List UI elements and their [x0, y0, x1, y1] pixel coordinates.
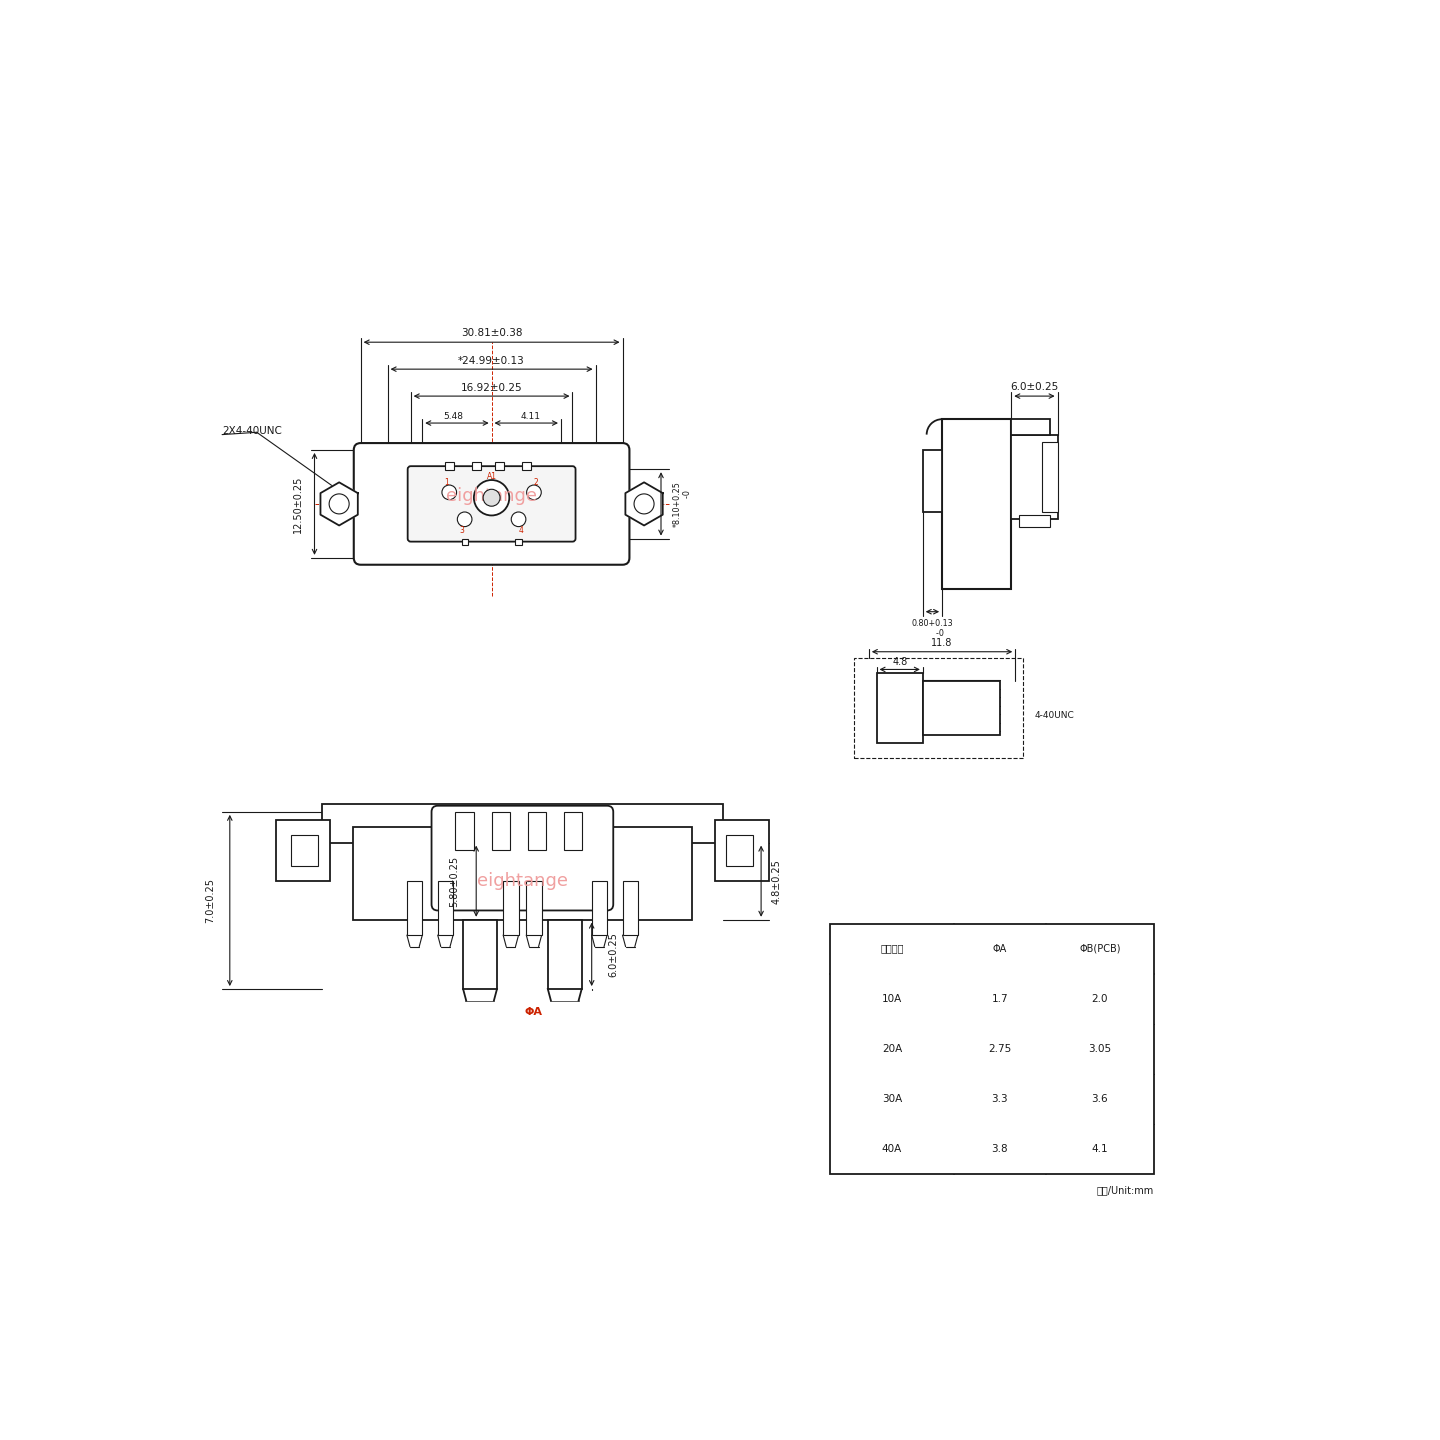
Bar	[491, 812, 510, 851]
Bar	[323, 804, 723, 842]
Text: 7.0±0.25: 7.0±0.25	[206, 878, 216, 923]
Bar	[564, 812, 582, 851]
Bar	[923, 449, 942, 511]
Polygon shape	[547, 989, 582, 1001]
Bar	[592, 881, 608, 935]
Circle shape	[634, 494, 654, 514]
Text: 5.80±0.25: 5.80±0.25	[449, 855, 459, 907]
Text: 3.3: 3.3	[992, 1094, 1008, 1103]
Bar	[622, 881, 638, 935]
Text: 1.7: 1.7	[992, 994, 1008, 1004]
Circle shape	[458, 513, 472, 527]
Bar	[353, 828, 691, 920]
Bar	[528, 812, 546, 851]
Bar	[495, 462, 504, 469]
Bar	[445, 462, 454, 469]
Text: 2: 2	[534, 478, 539, 487]
Bar	[521, 462, 531, 469]
Bar	[503, 881, 518, 935]
Text: ΦB(PCB): ΦB(PCB)	[1079, 943, 1120, 953]
Circle shape	[442, 485, 456, 500]
Bar	[408, 881, 422, 935]
Text: 4.8: 4.8	[891, 657, 907, 667]
Bar	[455, 812, 474, 851]
Text: 30.81±0.38: 30.81±0.38	[461, 328, 523, 338]
Text: 4.1: 4.1	[1092, 1143, 1109, 1153]
Bar	[1011, 435, 1057, 520]
Text: 1: 1	[445, 478, 449, 487]
Text: 40A: 40A	[881, 1143, 901, 1153]
Text: 4.8±0.25: 4.8±0.25	[772, 858, 782, 904]
Bar	[942, 419, 1011, 589]
Text: 20A: 20A	[881, 1044, 901, 1054]
Text: 单位/Unit:mm: 单位/Unit:mm	[1096, 1185, 1153, 1195]
Bar	[462, 540, 468, 546]
Circle shape	[484, 490, 500, 507]
Bar	[1020, 516, 1050, 527]
Bar	[854, 658, 1022, 757]
Bar	[276, 819, 330, 881]
Text: eightange: eightange	[446, 487, 537, 505]
Text: 3.8: 3.8	[992, 1143, 1008, 1153]
Text: 2X4-40UNC: 2X4-40UNC	[222, 426, 282, 436]
Text: A1: A1	[487, 472, 497, 481]
FancyBboxPatch shape	[354, 444, 629, 564]
Text: eightange: eightange	[477, 873, 567, 890]
Text: 12.50±0.25: 12.50±0.25	[292, 475, 302, 533]
Circle shape	[511, 513, 526, 527]
Bar	[438, 881, 454, 935]
Text: 3: 3	[459, 526, 465, 534]
Text: *8.10+0.25
        -0: *8.10+0.25 -0	[672, 481, 693, 527]
Text: ΦA: ΦA	[526, 1007, 543, 1017]
Bar	[726, 835, 753, 865]
Bar	[464, 920, 497, 989]
Text: 16.92±0.25: 16.92±0.25	[461, 383, 523, 393]
Polygon shape	[625, 482, 662, 526]
Text: 6.0±0.25: 6.0±0.25	[1011, 382, 1058, 392]
Text: 4: 4	[518, 526, 523, 534]
Text: 10A: 10A	[881, 994, 901, 1004]
Text: 0.80+0.13
      -0: 0.80+0.13 -0	[912, 619, 953, 638]
Text: 5.48: 5.48	[444, 412, 464, 420]
Bar	[714, 819, 769, 881]
Circle shape	[527, 485, 541, 500]
Text: 2.75: 2.75	[988, 1044, 1011, 1054]
Bar	[923, 681, 999, 734]
Text: 3.6: 3.6	[1092, 1094, 1109, 1103]
Bar	[526, 881, 541, 935]
Text: 4.11: 4.11	[520, 412, 540, 420]
Bar	[877, 674, 923, 743]
Text: 额定电流: 额定电流	[880, 943, 904, 953]
Polygon shape	[464, 989, 497, 1001]
Bar	[1043, 442, 1057, 511]
Text: 2.0: 2.0	[1092, 994, 1109, 1004]
FancyBboxPatch shape	[432, 806, 613, 910]
Text: 11.8: 11.8	[932, 638, 953, 648]
Bar	[291, 835, 318, 865]
Bar	[471, 462, 481, 469]
Text: *24.99±0.13: *24.99±0.13	[458, 356, 526, 366]
Circle shape	[330, 494, 348, 514]
Text: 3.05: 3.05	[1089, 1044, 1112, 1054]
Text: 30A: 30A	[881, 1094, 901, 1103]
Bar	[516, 540, 521, 546]
Bar	[1011, 419, 1050, 435]
Bar	[547, 920, 582, 989]
Circle shape	[474, 480, 510, 516]
FancyBboxPatch shape	[408, 467, 576, 541]
Text: 4-40UNC: 4-40UNC	[1034, 711, 1074, 720]
Bar	[831, 923, 1153, 1174]
Polygon shape	[321, 482, 357, 526]
Text: 6.0±0.25: 6.0±0.25	[608, 932, 618, 976]
Text: ΦA: ΦA	[992, 943, 1007, 953]
